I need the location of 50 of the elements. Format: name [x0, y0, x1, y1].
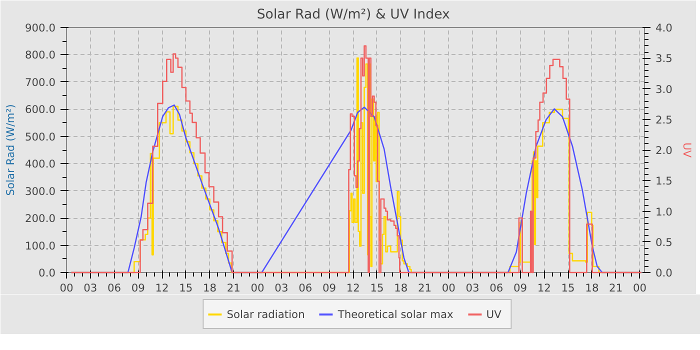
y2-tick-label: 0.0	[656, 266, 673, 280]
y2-tick-label: 1.0	[656, 205, 673, 218]
y2-tick-label: 0.5	[656, 236, 672, 249]
x-tick-label: 09	[322, 282, 336, 294]
x-tick-label: 03	[274, 282, 288, 294]
y2-tick-label: 3.0	[656, 82, 673, 96]
x-tick-label: 18	[203, 282, 217, 294]
y2-tick-label: 2.5	[656, 113, 672, 126]
x-tick-label: 18	[394, 282, 408, 294]
y-tick-label: 200.0	[24, 212, 56, 226]
legend-label: Solar radiation	[226, 308, 305, 320]
y-tick-label: 0.0	[38, 266, 56, 280]
x-tick-label: 09	[131, 282, 146, 294]
x-tick-label: 12	[155, 282, 169, 294]
y-tick-label: 400.0	[24, 158, 56, 171]
legend-label: Theoretical solar max	[338, 308, 454, 320]
y2-tick-label: 1.5	[656, 174, 672, 188]
y-axis-title: Solar Rad (W/m²)	[4, 104, 17, 196]
x-tick-label: 06	[107, 282, 122, 294]
x-tick-label: 03	[84, 282, 98, 294]
y-tick-label: 100.0	[24, 239, 56, 252]
y2-tick-label: 2.0	[656, 144, 673, 157]
y-tick-label: 500.0	[24, 130, 56, 144]
y-tick-label: 700.0	[24, 76, 56, 89]
y-tick-label: 900.0	[24, 22, 56, 34]
x-tick-label: 12	[346, 282, 360, 294]
chart-title: Solar Rad (W/m²) & UV Index	[256, 8, 450, 22]
x-tick-label: 18	[585, 282, 599, 294]
y-tick-label: 800.0	[24, 48, 56, 62]
y2-tick-label: 3.5	[656, 52, 672, 66]
y2-tick-label: 4.0	[656, 22, 673, 34]
x-tick-label: 21	[226, 282, 240, 294]
x-tick-label: 21	[418, 282, 432, 294]
y2-axis-title: UV	[680, 142, 694, 158]
x-tick-label: 12	[537, 282, 551, 294]
x-tick-label: 15	[370, 282, 384, 294]
x-tick-label: 03	[466, 282, 480, 294]
x-tick-label: 06	[298, 282, 312, 294]
x-tick-label: 00	[60, 282, 74, 294]
x-tick-label: 09	[514, 282, 528, 294]
y-tick-label: 600.0	[24, 103, 56, 116]
x-tick-label: 15	[561, 282, 575, 294]
x-tick-label: 15	[179, 282, 193, 294]
y-tick-label: 300.0	[24, 184, 56, 198]
x-tick-label: 06	[490, 282, 504, 294]
x-tick-label: 00	[250, 282, 265, 294]
x-tick-label: 00	[632, 282, 647, 294]
x-tick-label: 00	[442, 282, 456, 294]
x-tick-label: 21	[609, 282, 623, 294]
legend-label: UV	[486, 308, 502, 320]
